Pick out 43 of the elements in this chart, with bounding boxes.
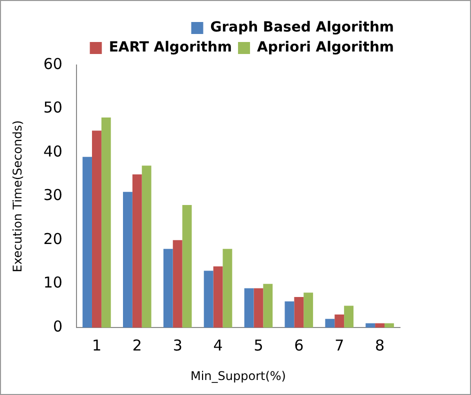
bar <box>142 166 152 328</box>
x-tick-label: 5 <box>254 336 264 354</box>
y-axis-title: Execution Time(Seconds) <box>10 120 24 272</box>
y-tick-label: 50 <box>43 98 62 117</box>
bar <box>101 118 111 328</box>
x-tick-label: 6 <box>294 336 304 354</box>
bar <box>92 130 102 328</box>
bar <box>182 205 192 328</box>
y-tick-label: 20 <box>43 230 62 248</box>
y-tick-label: 10 <box>43 274 62 292</box>
bar <box>244 288 254 328</box>
y-tick-label: 30 <box>43 186 62 204</box>
bar <box>263 284 273 328</box>
bar <box>254 288 264 328</box>
bar <box>284 301 294 328</box>
bar <box>366 323 376 328</box>
bar <box>384 323 394 328</box>
bar <box>325 318 335 328</box>
bar <box>222 248 232 328</box>
bar <box>204 270 214 328</box>
x-tick-label: 4 <box>213 336 223 354</box>
bar <box>132 174 142 328</box>
y-tick-label: 40 <box>43 142 62 160</box>
x-tick-label: 8 <box>375 336 385 354</box>
y-tick-label: 0 <box>52 317 62 336</box>
bar <box>344 306 354 328</box>
legend-label: EART Algorithm <box>108 40 232 56</box>
x-tick-label: 7 <box>334 336 344 354</box>
x-tick-label: 1 <box>92 336 102 354</box>
bar <box>172 240 182 328</box>
bar <box>82 156 92 328</box>
bar <box>294 296 304 328</box>
bar <box>163 248 173 328</box>
x-tick-label: 3 <box>172 336 182 354</box>
bar <box>304 292 314 328</box>
legend-label: Graph Based Algorithm <box>210 20 394 36</box>
bar <box>334 314 344 328</box>
x-tick-label: 2 <box>132 336 142 354</box>
y-tick-label: 60 <box>43 54 62 73</box>
bar <box>213 266 223 328</box>
legend-label: Apriori Algorithm <box>257 40 394 56</box>
bar <box>375 323 384 328</box>
bar <box>122 192 132 328</box>
